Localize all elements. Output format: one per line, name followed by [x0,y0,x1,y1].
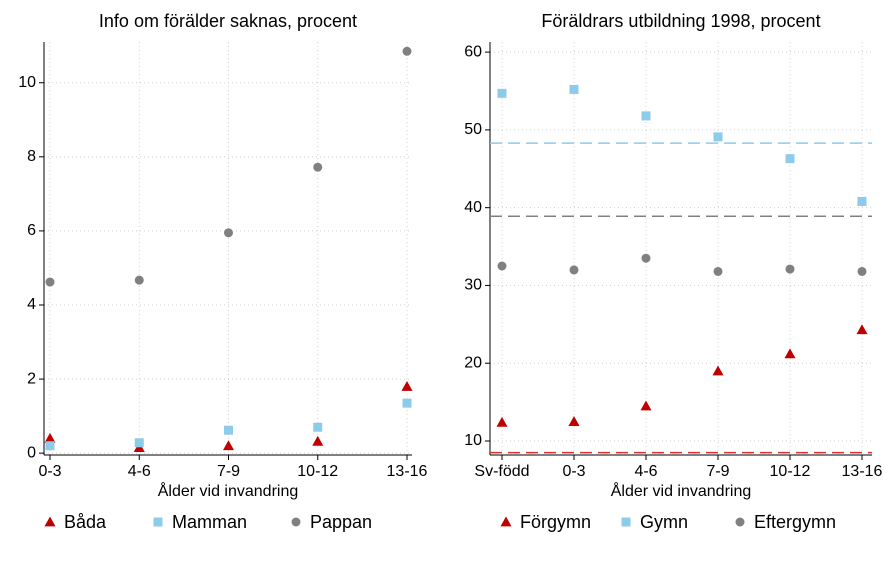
point [640,400,652,411]
point [713,132,723,142]
legend-label: Eftergymn [754,512,836,532]
y-tick-label: 10 [464,432,482,449]
y-tick-label: 30 [464,277,482,294]
point [857,196,867,206]
point [401,380,413,391]
point [497,88,507,98]
legend-label: Båda [64,512,107,532]
chart-title: Föräldrars utbildning 1998, procent [541,11,820,31]
point [402,46,412,56]
point [224,228,233,238]
y-tick-label: 4 [27,296,36,313]
legend-label: Mamman [172,512,247,532]
x-tick-label: 10-12 [770,463,811,480]
y-tick-label: 6 [27,222,36,239]
point [224,425,233,435]
x-tick-label: 0-3 [38,463,61,480]
point [313,162,323,172]
point [712,365,724,376]
point [312,435,324,446]
point [568,416,580,426]
point [45,277,55,287]
point [569,265,579,275]
point [497,261,507,271]
x-tick-label: 0-3 [562,463,585,480]
legend-marker [735,517,745,527]
y-tick-label: 10 [18,74,36,91]
point [785,154,795,164]
x-axis-label: Ålder vid invandring [611,481,752,500]
x-tick-label: Sv-född [474,463,529,480]
x-tick-label: 4-6 [128,463,151,480]
y-tick-label: 40 [464,199,482,216]
y-tick-label: 20 [464,354,482,371]
point [45,441,55,451]
legend-label: Gymn [640,512,688,532]
legend-marker [500,516,512,527]
legend-label: Förgymn [520,512,591,532]
point [641,111,651,121]
point [223,440,234,451]
point [569,84,579,94]
legend-marker [44,516,56,527]
point [134,275,144,285]
point [44,432,56,443]
point [402,398,412,408]
x-tick-label: 7-9 [706,463,729,480]
x-tick-label: 13-16 [842,463,883,480]
y-tick-label: 50 [464,121,482,138]
legend-marker [291,517,301,527]
point [313,422,323,432]
x-tick-label: 10-12 [297,463,338,480]
legend-label: Pappan [310,512,372,532]
point [857,266,867,276]
chart-title: Info om förälder saknas, procent [99,11,357,31]
point [784,348,796,359]
y-tick-label: 60 [464,43,482,60]
point [713,266,723,276]
point [134,438,144,448]
y-tick-label: 8 [27,148,36,165]
y-tick-label: 0 [27,444,36,461]
x-tick-label: 4-6 [634,463,657,480]
point [641,253,651,263]
point [856,324,868,335]
y-tick-label: 2 [27,370,36,387]
point [496,416,508,427]
legend-marker [621,517,631,527]
legend-marker [153,517,163,527]
x-axis-label: Ålder vid invandring [158,481,299,500]
x-tick-label: 13-16 [387,463,428,480]
x-tick-label: 7-9 [217,463,240,480]
point [785,264,795,274]
